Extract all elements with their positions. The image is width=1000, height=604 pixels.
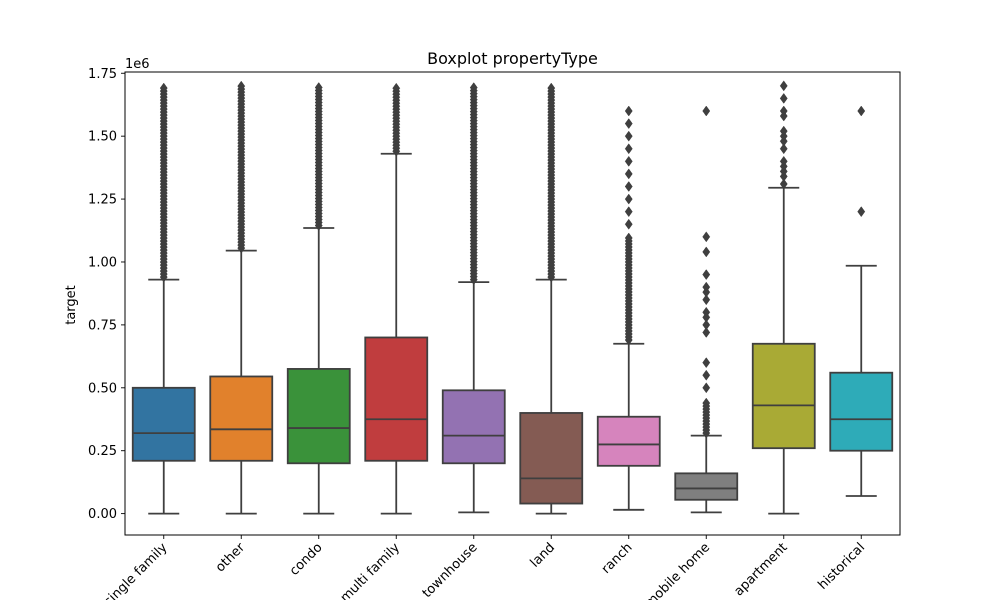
y-tick-label: 0.25: [88, 444, 117, 459]
outlier-point-apartment: [779, 105, 788, 117]
outlier-point-ranch: [624, 218, 633, 230]
y-tick-label: 1.25: [88, 193, 117, 208]
outlier-point-mobile-home: [702, 231, 711, 243]
outlier-point-mobile-home: [702, 327, 711, 338]
y-tick-label: 0.00: [88, 507, 117, 522]
box-mobile-home: [674, 472, 739, 501]
outlier-point-ranch: [624, 143, 633, 155]
outlier-point-apartment: [779, 143, 788, 155]
y-tick-label: 0.50: [88, 381, 117, 396]
outlier-point-ranch: [624, 105, 633, 117]
box-condo: [286, 368, 351, 465]
outlier-point-ranch: [624, 181, 633, 192]
outlier-point-mobile-home: [702, 105, 711, 117]
outlier-point-mobile-home: [702, 382, 711, 394]
outlier-point-apartment: [779, 155, 788, 167]
outlier-point-ranch: [624, 118, 633, 130]
axes-frame: [124, 71, 901, 536]
box-single-family: [131, 386, 196, 462]
outlier-point-mobile-home: [702, 246, 711, 258]
y-tick-label: 0.75: [88, 318, 117, 333]
outlier-point-ranch: [624, 168, 633, 180]
outlier-point-mobile-home: [702, 397, 711, 409]
y-axis-label: target: [64, 285, 79, 325]
box-ranch: [596, 415, 661, 467]
box-townhouse: [441, 389, 506, 465]
box-multi-family: [364, 336, 429, 462]
y-tick-label: 1.00: [88, 255, 117, 270]
y-axis-offset-label: 1e6: [125, 57, 150, 72]
outlier-point-historical: [857, 105, 866, 117]
outlier-point-ranch: [624, 206, 633, 218]
outlier-point-mobile-home: [702, 319, 711, 331]
outlier-point-mobile-home: [702, 281, 711, 293]
y-tick-label: 1.50: [88, 130, 117, 145]
outlier-point-ranch: [624, 130, 633, 142]
outlier-point-ranch: [624, 232, 633, 244]
outlier-point-mobile-home: [702, 294, 711, 306]
box-historical: [829, 371, 894, 452]
outlier-point-mobile-home: [702, 357, 711, 369]
outlier-point-mobile-home: [702, 306, 711, 318]
chart-title: Boxplot propertyType: [427, 49, 598, 68]
box-other: [209, 375, 274, 462]
y-tick-label: 1.75: [88, 67, 117, 82]
outlier-point-ranch: [624, 193, 633, 205]
outlier-point-multi-family: [392, 82, 401, 94]
outlier-point-mobile-home: [702, 269, 711, 280]
outlier-point-mobile-home: [702, 369, 711, 381]
outlier-point-historical: [857, 206, 866, 218]
box-apartment: [751, 342, 816, 450]
outlier-point-other: [237, 80, 246, 92]
outlier-point-apartment: [779, 125, 788, 137]
outlier-point-land: [547, 82, 556, 94]
outlier-point-apartment: [779, 80, 788, 92]
outlier-point-ranch: [624, 155, 633, 167]
box-land: [519, 412, 584, 505]
outlier-point-single-family: [159, 82, 168, 94]
outlier-point-condo: [314, 82, 323, 93]
outlier-point-townhouse: [469, 82, 478, 94]
outlier-point-apartment: [779, 92, 788, 104]
outlier-point-apartment: [779, 178, 788, 190]
